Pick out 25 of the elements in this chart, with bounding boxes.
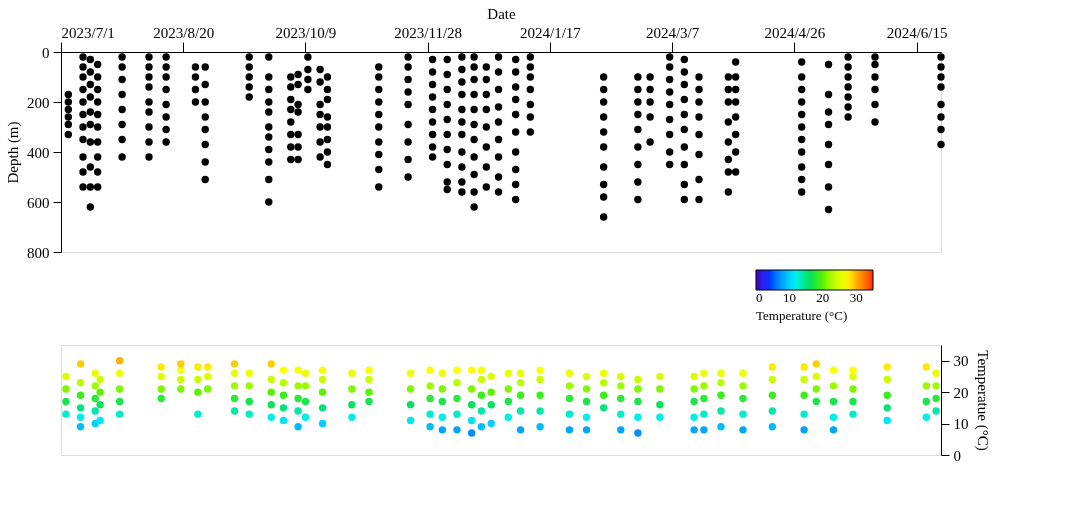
- y-tick-label: 10: [953, 416, 969, 433]
- y-tick-label: 20: [953, 384, 969, 401]
- x-tick-label: 2024/3/7: [645, 24, 700, 41]
- x-tick-label: 2024/1/17: [519, 24, 582, 41]
- y-axis-title: Depth (m): [5, 121, 22, 184]
- x-tick-label: 2023/8/20: [153, 24, 215, 41]
- x-tick-label: 2023/7/1: [61, 24, 115, 41]
- y-tick-label: 0: [42, 44, 50, 61]
- y-tick-label: 200: [27, 94, 50, 111]
- x-tick-label: 2024/6/15: [886, 24, 948, 41]
- x-tick-label: 2023/11/28: [394, 24, 463, 41]
- y-tick-label: 800: [27, 244, 50, 261]
- y-tick-label: 400: [27, 144, 50, 161]
- y-tick-label: 0: [953, 447, 961, 464]
- color-bar-label: 0: [756, 290, 763, 305]
- color-bar-title: Temperature (°C): [756, 308, 848, 323]
- x-tick-label: 2023/10/9: [275, 24, 337, 41]
- x-tick-label: 2024/4/26: [764, 24, 826, 41]
- color-bar-label: 10: [782, 290, 796, 305]
- y-axis-title: Temperatue (°C): [973, 350, 991, 451]
- color-bar-label: 30: [849, 290, 863, 305]
- x-axis-title: Date: [487, 5, 516, 22]
- color-bar-label: 20: [816, 290, 830, 305]
- y-tick-label: 600: [27, 194, 50, 211]
- y-tick-label: 30: [953, 353, 969, 370]
